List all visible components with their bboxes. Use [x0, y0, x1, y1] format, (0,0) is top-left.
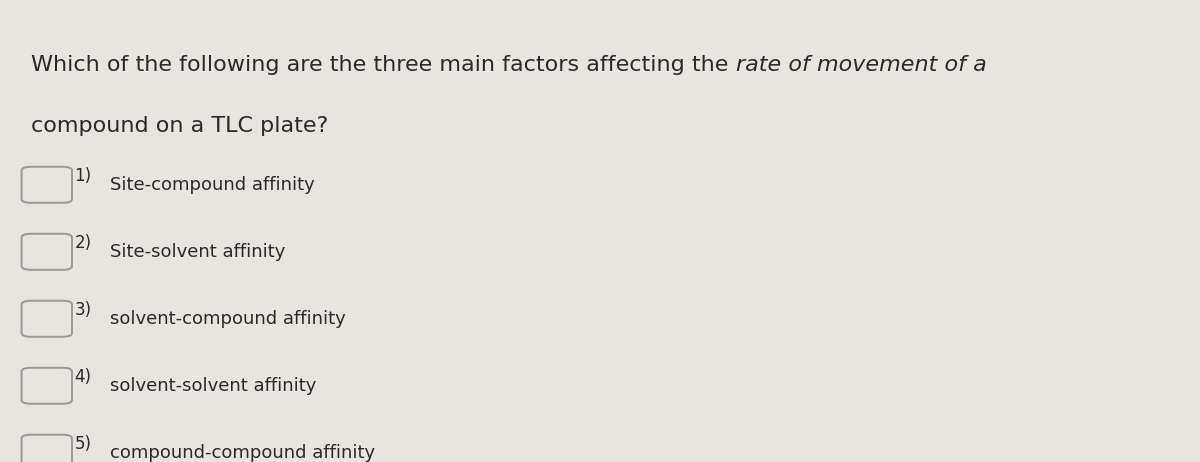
Text: Site-solvent affinity: Site-solvent affinity [110, 243, 286, 261]
Text: solvent-solvent affinity: solvent-solvent affinity [110, 377, 317, 395]
Text: 1): 1) [74, 168, 91, 185]
Text: 4): 4) [74, 369, 91, 386]
FancyBboxPatch shape [22, 368, 72, 404]
FancyBboxPatch shape [22, 167, 72, 203]
Text: compound on a TLC plate?: compound on a TLC plate? [31, 116, 329, 135]
Text: rate of movement of a: rate of movement of a [736, 55, 986, 75]
Text: Which of the following are the three main factors affecting the: Which of the following are the three mai… [31, 55, 736, 75]
Text: Site-compound affinity: Site-compound affinity [110, 176, 316, 194]
Text: 2): 2) [74, 235, 91, 252]
FancyBboxPatch shape [22, 301, 72, 337]
Text: 5): 5) [74, 436, 91, 453]
FancyBboxPatch shape [22, 234, 72, 270]
Text: compound-compound affinity: compound-compound affinity [110, 444, 376, 462]
Text: solvent-compound affinity: solvent-compound affinity [110, 310, 346, 328]
FancyBboxPatch shape [22, 435, 72, 462]
Text: 3): 3) [74, 302, 91, 319]
